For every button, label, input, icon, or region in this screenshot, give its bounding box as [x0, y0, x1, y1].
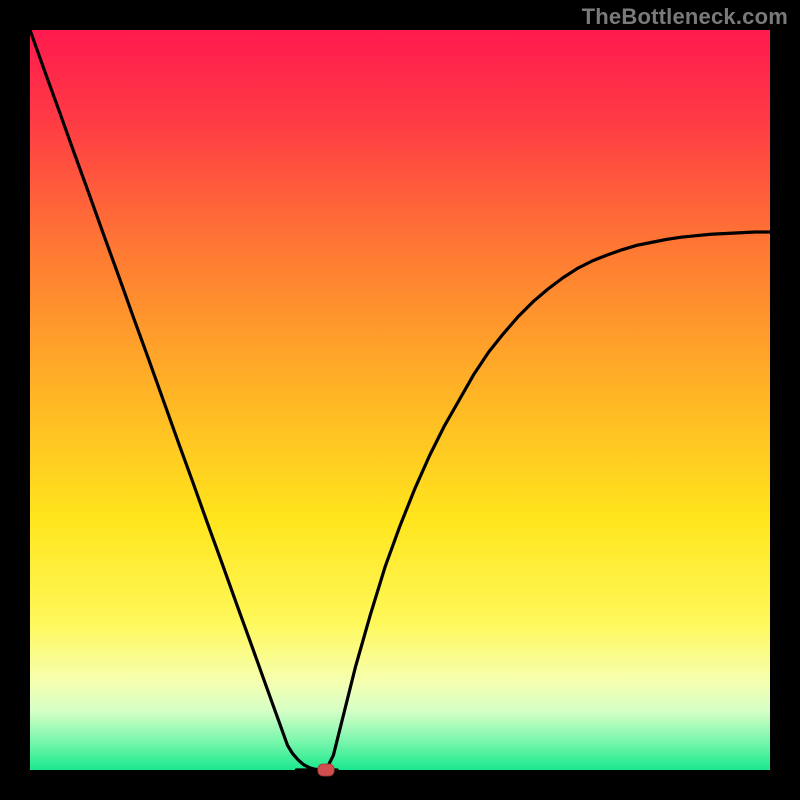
bottleneck-curve-chart — [0, 0, 800, 800]
watermark-text: TheBottleneck.com — [582, 4, 788, 30]
plot-background — [30, 30, 770, 770]
optimal-point-marker — [318, 764, 334, 776]
chart-frame: TheBottleneck.com — [0, 0, 800, 800]
